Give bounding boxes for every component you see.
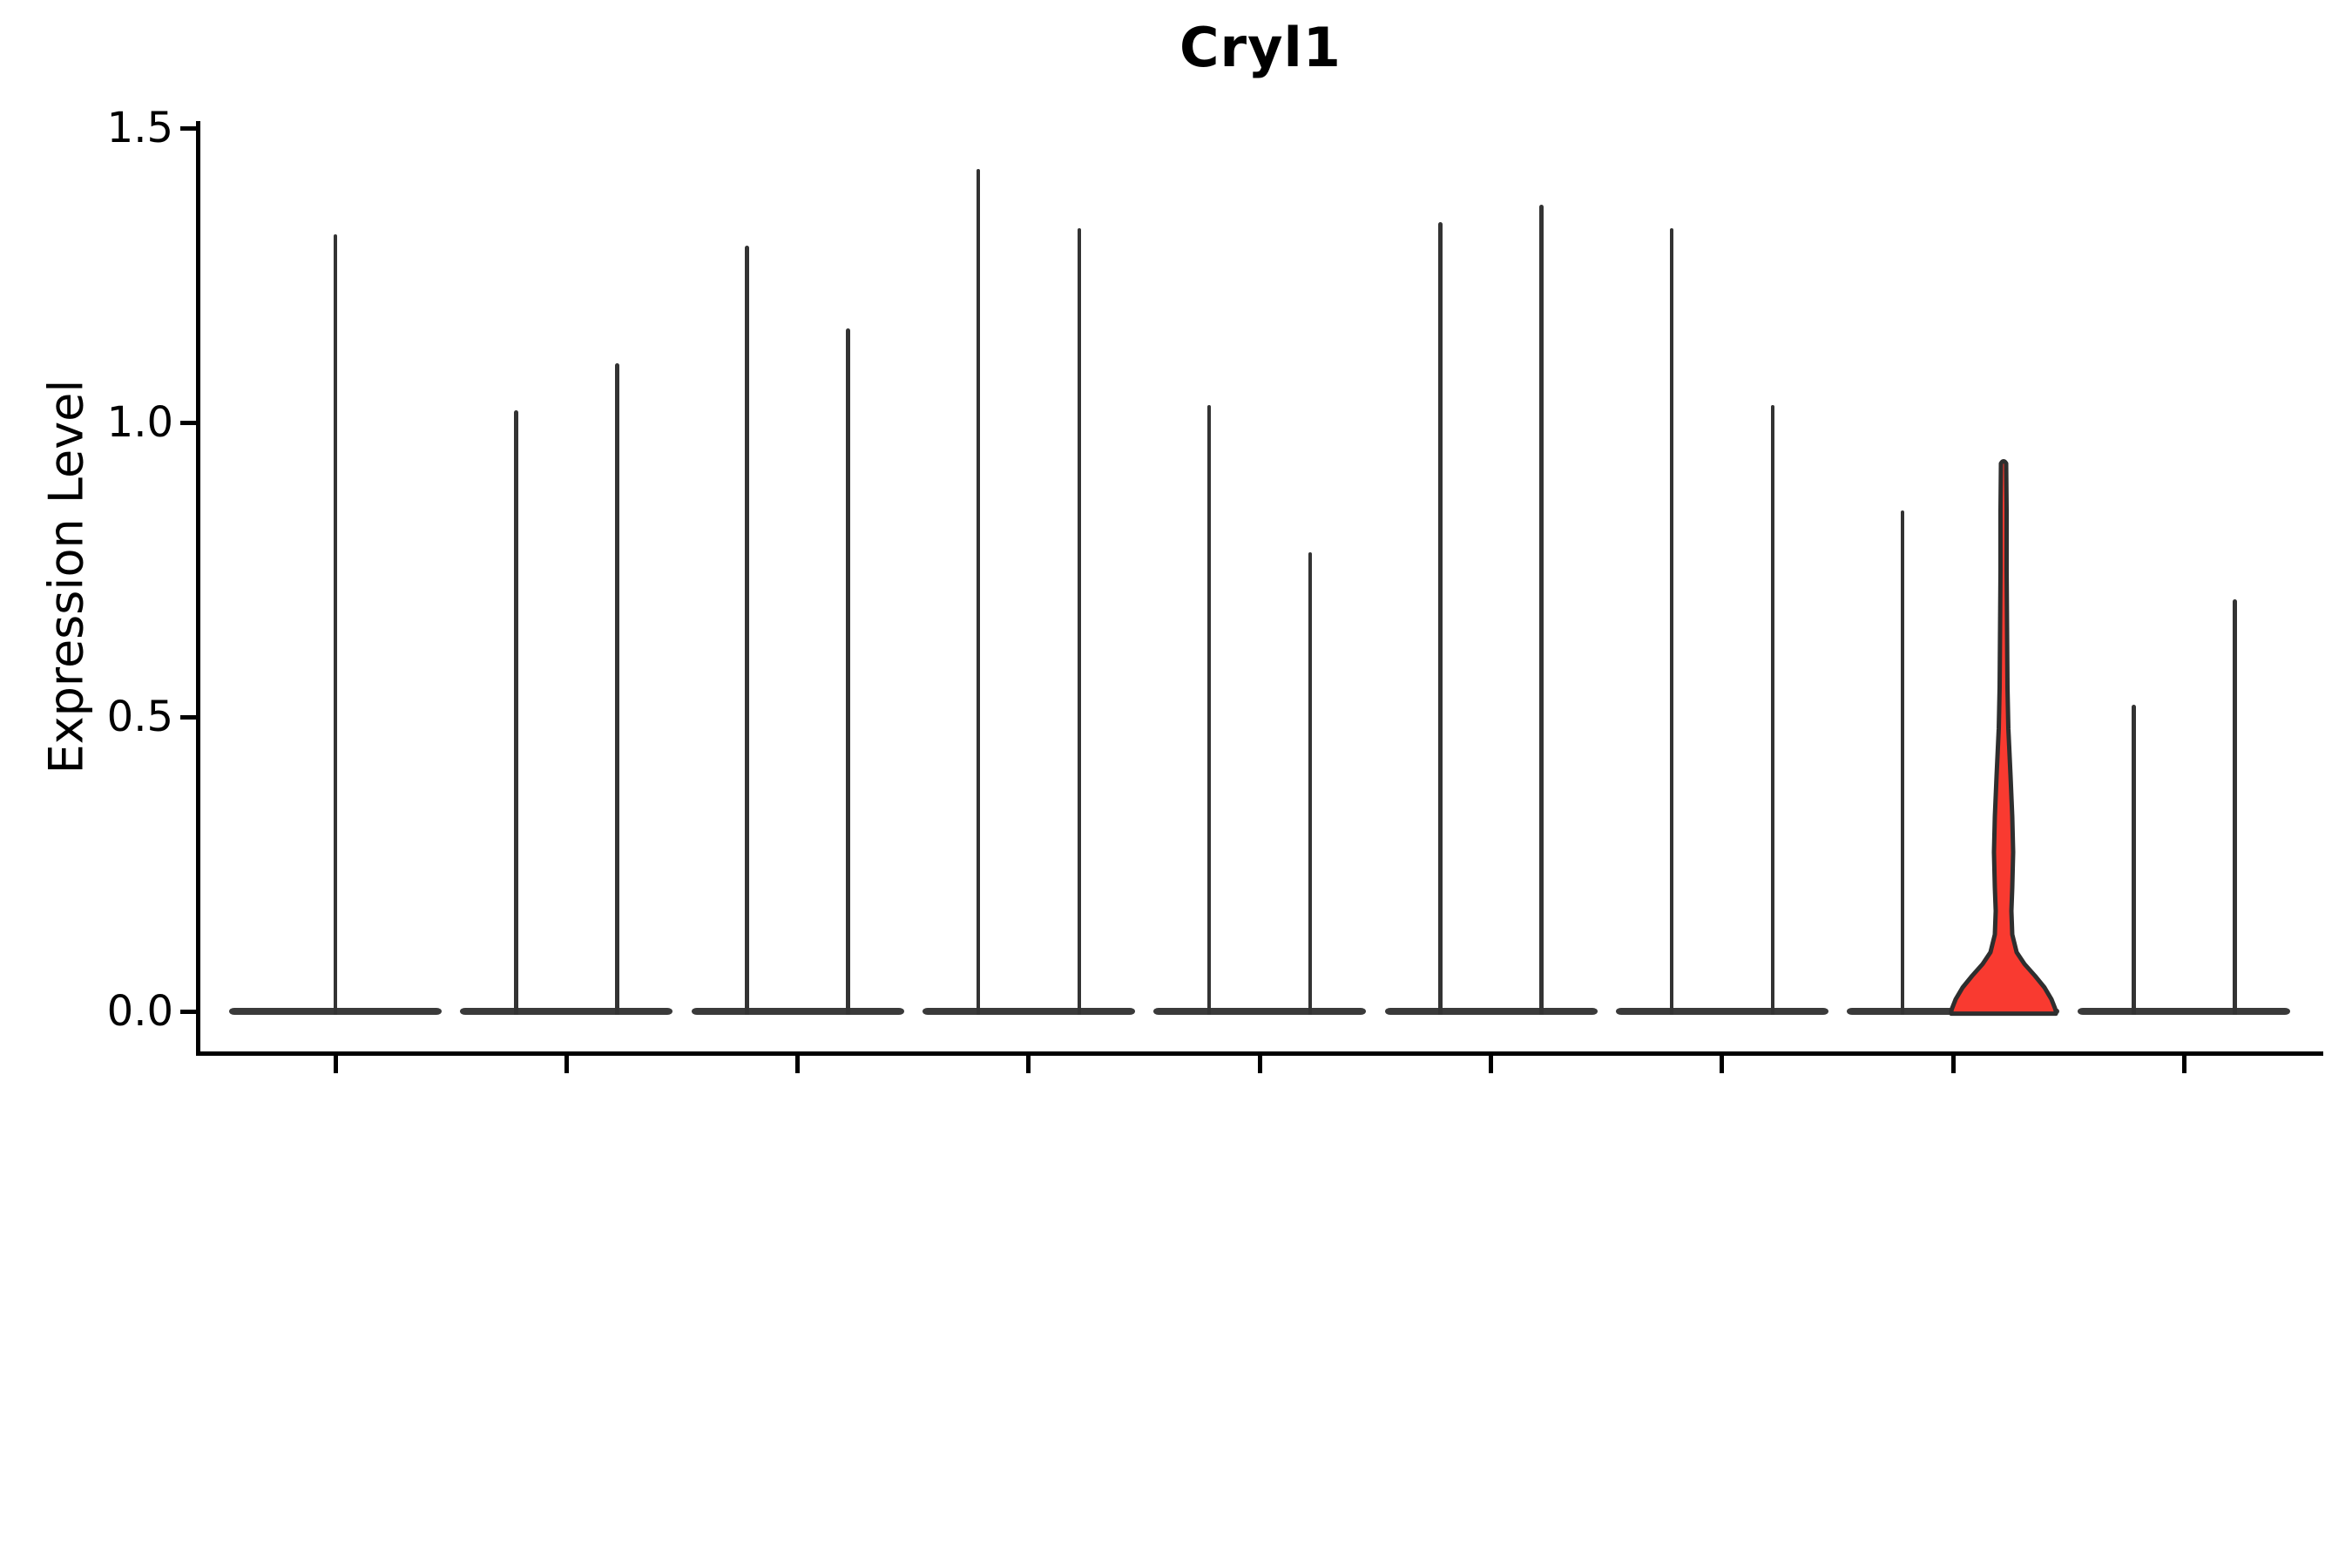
- violin-spike: [333, 233, 338, 1015]
- y-tick: [180, 420, 198, 425]
- x-tick: [333, 1056, 338, 1073]
- violin-baseline: [1615, 1008, 1828, 1015]
- violin-spike: [1206, 404, 1212, 1015]
- violin-spike: [2132, 705, 2136, 1015]
- x-tick: [564, 1056, 569, 1073]
- highlighted-violin-path: [1949, 459, 2058, 1017]
- violin-spike: [1900, 510, 1905, 1015]
- y-axis-spine: [196, 121, 200, 1056]
- violin-spike: [2233, 598, 2237, 1015]
- violin-spike: [1077, 227, 1082, 1015]
- violin-spike: [615, 363, 619, 1015]
- x-tick: [1257, 1056, 1262, 1073]
- violin-baseline: [922, 1008, 1135, 1015]
- violin-spike: [1669, 227, 1674, 1015]
- x-tick: [1720, 1056, 1725, 1073]
- y-tick-label: 0.0: [106, 987, 173, 1036]
- y-tick-label: 1.5: [106, 104, 173, 152]
- violin-spike: [1770, 404, 1775, 1015]
- y-tick: [180, 125, 198, 131]
- violin-spike: [846, 328, 850, 1015]
- y-tick: [180, 714, 198, 720]
- y-tick-label: 0.5: [106, 693, 173, 741]
- violin-baseline: [1153, 1008, 1367, 1015]
- x-tick: [1026, 1056, 1031, 1073]
- x-tick: [1489, 1056, 1493, 1073]
- y-tick: [180, 1009, 198, 1014]
- violin-baseline: [1384, 1008, 1598, 1015]
- y-tick-label: 1.0: [106, 398, 173, 447]
- x-tick: [1950, 1056, 1956, 1073]
- x-tick: [795, 1056, 801, 1073]
- violin-baseline: [460, 1008, 673, 1015]
- violin-spike: [1539, 204, 1544, 1015]
- x-axis-spine: [196, 1051, 2323, 1056]
- violin-spike: [976, 169, 981, 1015]
- violin-spike: [1438, 222, 1443, 1015]
- violin-baseline: [2078, 1008, 2291, 1015]
- page-title: Cryl1: [1179, 16, 1342, 79]
- violin-spike: [745, 246, 749, 1015]
- highlighted-violin: [1949, 459, 2058, 1017]
- violin-spike: [514, 410, 518, 1015]
- violin-spike: [1308, 551, 1313, 1015]
- violin-baseline: [691, 1008, 904, 1015]
- x-tick: [2181, 1056, 2186, 1073]
